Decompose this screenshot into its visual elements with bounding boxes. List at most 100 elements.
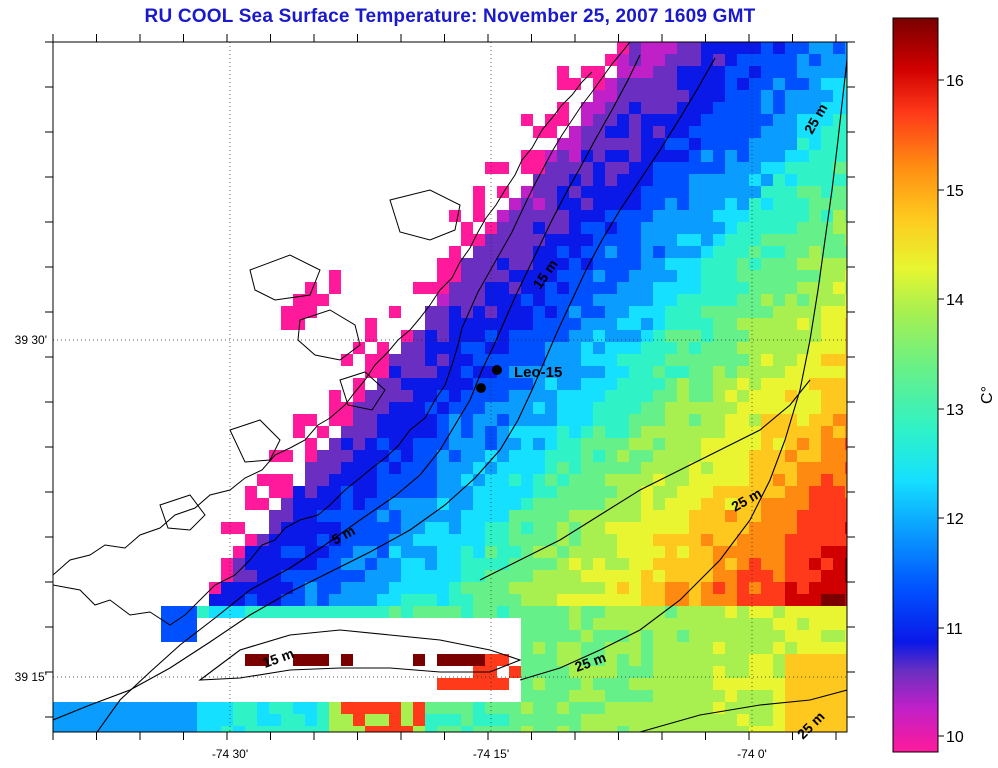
- sst-pixel: [305, 726, 317, 732]
- sst-pixel: [425, 438, 437, 450]
- sst-pixel: [641, 702, 653, 714]
- sst-pixel: [629, 462, 641, 474]
- sst-pixel: [821, 606, 833, 618]
- sst-pixel: [569, 486, 581, 498]
- sst-pixel: [521, 450, 533, 462]
- sst-pixel: [809, 390, 821, 402]
- sst-pixel: [605, 510, 617, 522]
- sst-pixel: [89, 714, 101, 726]
- sst-pixel: [617, 582, 629, 594]
- sst-pixel: [737, 534, 749, 546]
- sst-pixel: [413, 714, 425, 726]
- sst-pixel: [761, 126, 773, 138]
- sst-pixel: [461, 582, 473, 594]
- sst-pixel: [353, 522, 365, 534]
- sst-pixel: [809, 702, 821, 714]
- sst-pixel: [401, 558, 413, 570]
- sst-pixel: [845, 678, 847, 690]
- sst-pixel: [353, 342, 365, 354]
- sst-pixel: [653, 66, 665, 78]
- sst-pixel: [521, 210, 533, 222]
- sst-pixel: [449, 402, 461, 414]
- sst-pixel: [701, 102, 713, 114]
- sst-pixel: [497, 486, 509, 498]
- sst-pixel: [401, 702, 413, 714]
- sst-pixel: [713, 90, 725, 102]
- sst-pixel: [317, 510, 329, 522]
- sst-pixel: [653, 438, 665, 450]
- sst-pixel: [701, 606, 713, 618]
- sst-pixel: [737, 234, 749, 246]
- sst-pixel: [329, 486, 341, 498]
- sst-pixel: [341, 726, 353, 732]
- sst-pixel: [437, 486, 449, 498]
- sst-pixel: [629, 258, 641, 270]
- sst-pixel: [761, 450, 773, 462]
- sst-pixel: [617, 342, 629, 354]
- sst-pixel: [569, 390, 581, 402]
- sst-pixel: [305, 594, 317, 606]
- sst-pixel: [641, 474, 653, 486]
- sst-pixel: [677, 642, 689, 654]
- sst-pixel: [809, 102, 821, 114]
- sst-pixel: [677, 546, 689, 558]
- sst-pixel: [329, 702, 341, 714]
- sst-pixel: [845, 666, 847, 678]
- sst-pixel: [677, 186, 689, 198]
- sst-pixel: [749, 630, 761, 642]
- sst-pixel: [725, 54, 737, 66]
- sst-pixel: [557, 282, 569, 294]
- sst-pixel: [89, 726, 101, 732]
- sst-pixel: [761, 642, 773, 654]
- sst-pixel: [653, 90, 665, 102]
- sst-pixel: [353, 438, 365, 450]
- sst-pixel: [713, 186, 725, 198]
- sst-pixel: [653, 534, 665, 546]
- sst-pixel: [677, 354, 689, 366]
- sst-pixel: [185, 606, 197, 618]
- sst-pixel: [797, 90, 809, 102]
- sst-pixel: [713, 402, 725, 414]
- sst-pixel: [833, 618, 845, 630]
- sst-pixel: [305, 582, 317, 594]
- sst-pixel: [533, 702, 545, 714]
- sst-pixel: [473, 318, 485, 330]
- sst-pixel: [665, 690, 677, 702]
- sst-pixel: [629, 282, 641, 294]
- sst-pixel: [725, 102, 737, 114]
- sst-pixel: [653, 690, 665, 702]
- sst-pixel: [413, 282, 425, 294]
- sst-pixel: [509, 306, 521, 318]
- sst-pixel: [665, 90, 677, 102]
- sst-pixel: [473, 270, 485, 282]
- sst-pixel: [833, 498, 845, 510]
- sst-pixel: [545, 282, 557, 294]
- sst-pixel: [677, 510, 689, 522]
- sst-pixel: [473, 414, 485, 426]
- sst-pixel: [845, 114, 847, 126]
- sst-pixel: [761, 534, 773, 546]
- sst-pixel: [221, 570, 233, 582]
- sst-pixel: [749, 666, 761, 678]
- sst-pixel: [653, 714, 665, 726]
- sst-pixel: [833, 414, 845, 426]
- colorbar-tick-12: 12: [946, 511, 964, 528]
- sst-pixel: [437, 474, 449, 486]
- sst-pixel: [533, 474, 545, 486]
- sst-pixel: [725, 426, 737, 438]
- sst-pixel: [785, 510, 797, 522]
- sst-pixel: [677, 234, 689, 246]
- sst-pixel: [821, 354, 833, 366]
- sst-pixel: [329, 522, 341, 534]
- sst-pixel: [809, 606, 821, 618]
- sst-pixel: [761, 42, 773, 54]
- sst-pixel: [545, 714, 557, 726]
- sst-pixel: [653, 402, 665, 414]
- sst-pixel: [821, 426, 833, 438]
- sst-pixel: [677, 450, 689, 462]
- sst-pixel: [389, 594, 401, 606]
- sst-pixel: [461, 726, 473, 732]
- sst-pixel: [773, 330, 785, 342]
- sst-pixel: [821, 210, 833, 222]
- sst-pixel: [365, 606, 377, 618]
